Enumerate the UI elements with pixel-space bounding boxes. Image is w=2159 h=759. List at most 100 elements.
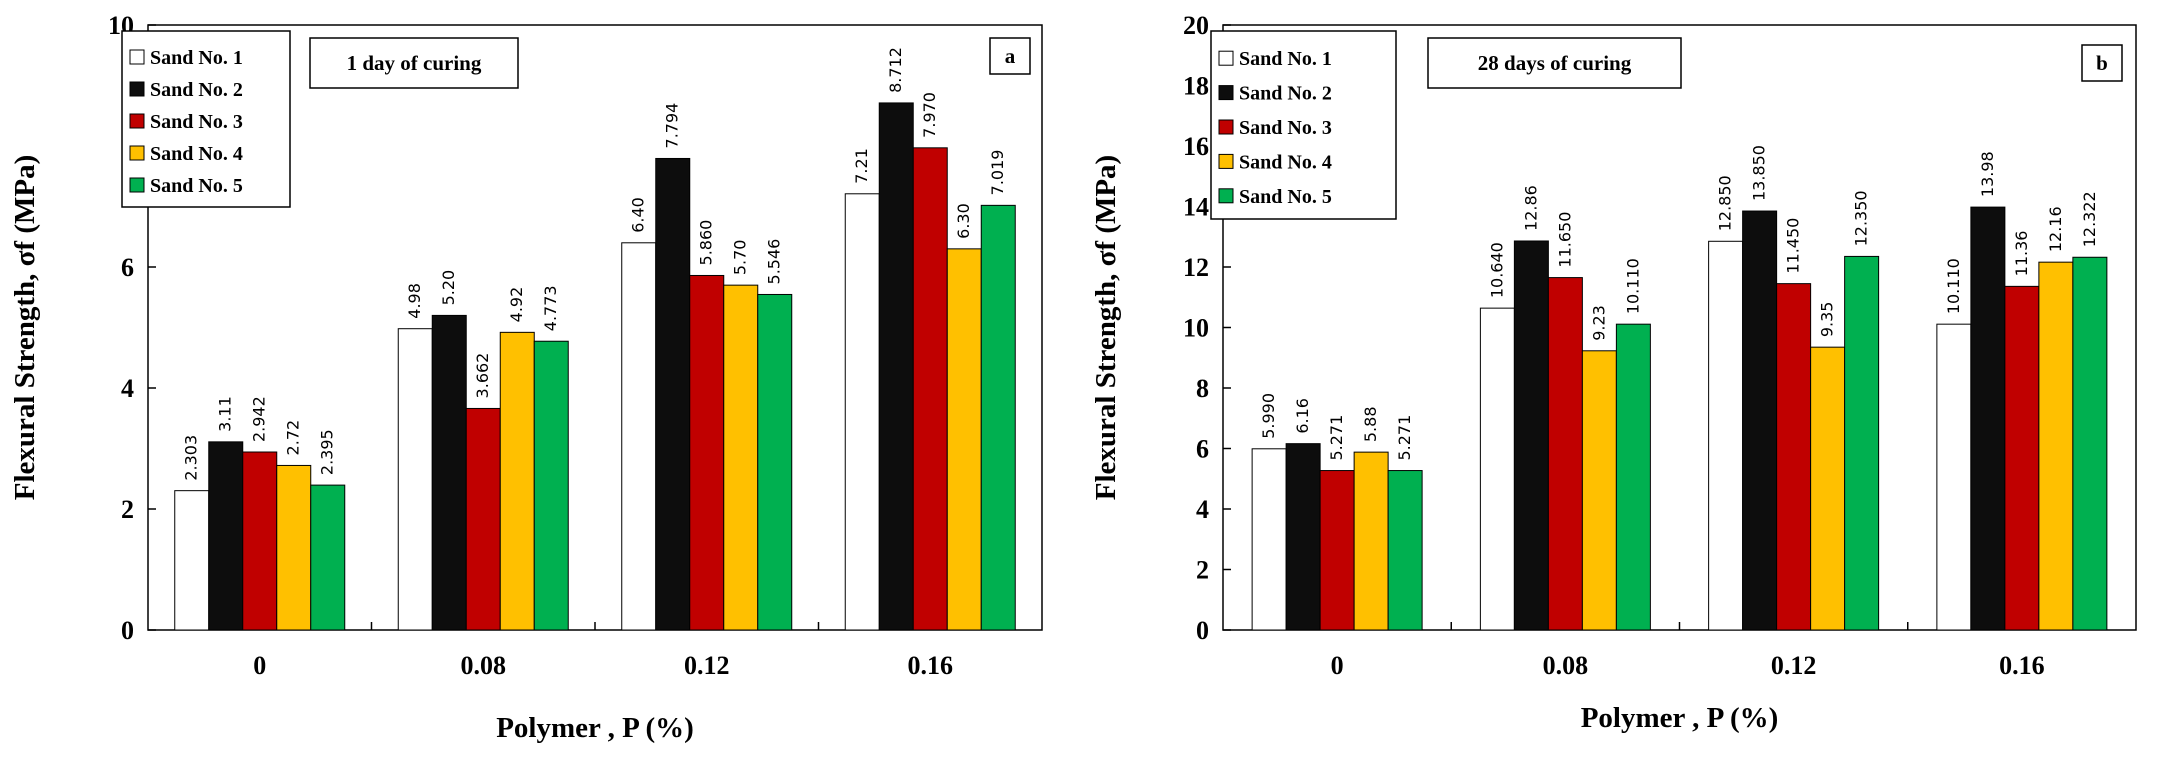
bar: [465, 407, 501, 631]
panel-label: b: [2096, 51, 2108, 75]
bar: [242, 451, 278, 631]
legend-label: Sand No. 2: [150, 79, 243, 101]
data-label: 4.773: [541, 285, 560, 331]
data-label: 5.20: [439, 270, 458, 306]
data-label: 6.30: [954, 203, 973, 239]
data-label: 13.98: [1978, 151, 1997, 197]
panel-label-box: [2081, 44, 2123, 82]
y-tick-label: 2: [121, 495, 134, 524]
legend-swatch: [129, 81, 145, 97]
legend-swatch: [129, 177, 145, 193]
y-tick-label: 14: [1183, 193, 1209, 222]
bar: [1319, 470, 1355, 631]
bar: [655, 157, 691, 631]
data-label: 13.850: [1750, 145, 1769, 201]
legend-label: Sand No. 1: [1239, 48, 1332, 70]
data-label: 7.970: [920, 92, 939, 138]
bar: [1970, 206, 2006, 631]
x-axis-title: Polymer , P (%): [496, 712, 694, 744]
bar: [912, 147, 948, 631]
y-tick-label: 16: [1183, 132, 1209, 161]
x-tick-label: 0.08: [1543, 651, 1589, 680]
data-label: 5.271: [1327, 415, 1346, 461]
data-label: 12.850: [1716, 175, 1735, 231]
data-label: 5.860: [697, 220, 716, 266]
x-tick-label: 0.16: [1999, 651, 2045, 680]
bar: [980, 204, 1016, 631]
data-label: 7.794: [663, 103, 682, 149]
data-label: 4.98: [405, 283, 424, 319]
legend-label: Sand No. 3: [150, 111, 243, 133]
data-label: 10.640: [1487, 242, 1506, 298]
data-label: 2.72: [284, 420, 303, 456]
y-tick-label: 2: [1196, 556, 1209, 585]
bar: [1708, 240, 1744, 631]
bar: [431, 314, 467, 631]
bar: [1936, 323, 1972, 631]
legend-swatch: [1218, 50, 1234, 66]
x-tick-label: 0.12: [684, 651, 730, 680]
y-tick-label: 8: [1196, 374, 1209, 403]
legend-swatch: [129, 145, 145, 161]
data-label: 5.70: [731, 240, 750, 276]
data-label: 3.662: [473, 353, 492, 399]
legend-box: [1210, 30, 1397, 220]
data-label: 7.21: [852, 148, 871, 184]
data-label: 10.110: [1944, 258, 1963, 314]
y-tick-label: 6: [1196, 435, 1209, 464]
x-tick-label: 0: [253, 651, 266, 680]
data-label: 6.40: [629, 197, 648, 233]
bar: [1513, 240, 1549, 631]
bar: [723, 284, 759, 631]
annotation-box: [1427, 37, 1682, 89]
legend-label: Sand No. 3: [1239, 117, 1332, 139]
legend-swatch: [1218, 85, 1234, 101]
bar: [1547, 277, 1583, 631]
bar: [2072, 256, 2108, 631]
legend-label: Sand No. 5: [1239, 186, 1332, 208]
bar: [1844, 255, 1880, 631]
data-label: 2.395: [318, 429, 337, 475]
data-label: 8.712: [886, 47, 905, 93]
y-tick-label: 20: [1183, 11, 1209, 40]
legend-swatch: [129, 113, 145, 129]
bar: [499, 331, 535, 631]
bar: [1251, 448, 1287, 631]
bar: [1353, 451, 1389, 631]
bar: [276, 464, 312, 631]
bar: [1285, 443, 1321, 631]
x-tick-label: 0.12: [1771, 651, 1817, 680]
legend-label: Sand No. 2: [1239, 83, 1332, 105]
y-tick-label: 4: [121, 374, 134, 403]
x-tick-label: 0.16: [908, 651, 954, 680]
bar: [2004, 285, 2040, 631]
bar: [2038, 261, 2074, 631]
data-label: 4.92: [507, 287, 526, 323]
data-label: 11.650: [1555, 212, 1574, 268]
x-axis-title: Polymer , P (%): [1581, 702, 1779, 734]
legend-swatch: [1218, 188, 1234, 204]
y-tick-label: 10: [1183, 314, 1209, 343]
bar: [174, 490, 210, 631]
data-label: 3.11: [216, 396, 235, 432]
legend-label: Sand No. 4: [1239, 151, 1332, 173]
bar: [621, 242, 657, 631]
bar: [1776, 283, 1812, 631]
legend-label: Sand No. 4: [150, 143, 243, 165]
data-label: 6.16: [1293, 398, 1312, 434]
y-tick-label: 6: [121, 253, 134, 282]
data-label: 5.271: [1395, 415, 1414, 461]
y-tick-label: 12: [1183, 253, 1209, 282]
y-tick-label: 18: [1183, 72, 1209, 101]
bar: [1742, 210, 1778, 631]
annotation-box: [309, 37, 519, 89]
legend-label: Sand No. 5: [150, 175, 243, 197]
legend: Sand No. 1 Sand No. 2 Sand No. 3 Sand No. 4…: [121, 30, 291, 208]
data-label: 12.350: [1852, 190, 1871, 246]
y-tick-label: 4: [1196, 495, 1209, 524]
bar: [1581, 350, 1617, 631]
data-label: 5.546: [765, 239, 784, 285]
legend-label: Sand No. 1: [150, 47, 243, 69]
panel-label-box: [989, 37, 1031, 75]
